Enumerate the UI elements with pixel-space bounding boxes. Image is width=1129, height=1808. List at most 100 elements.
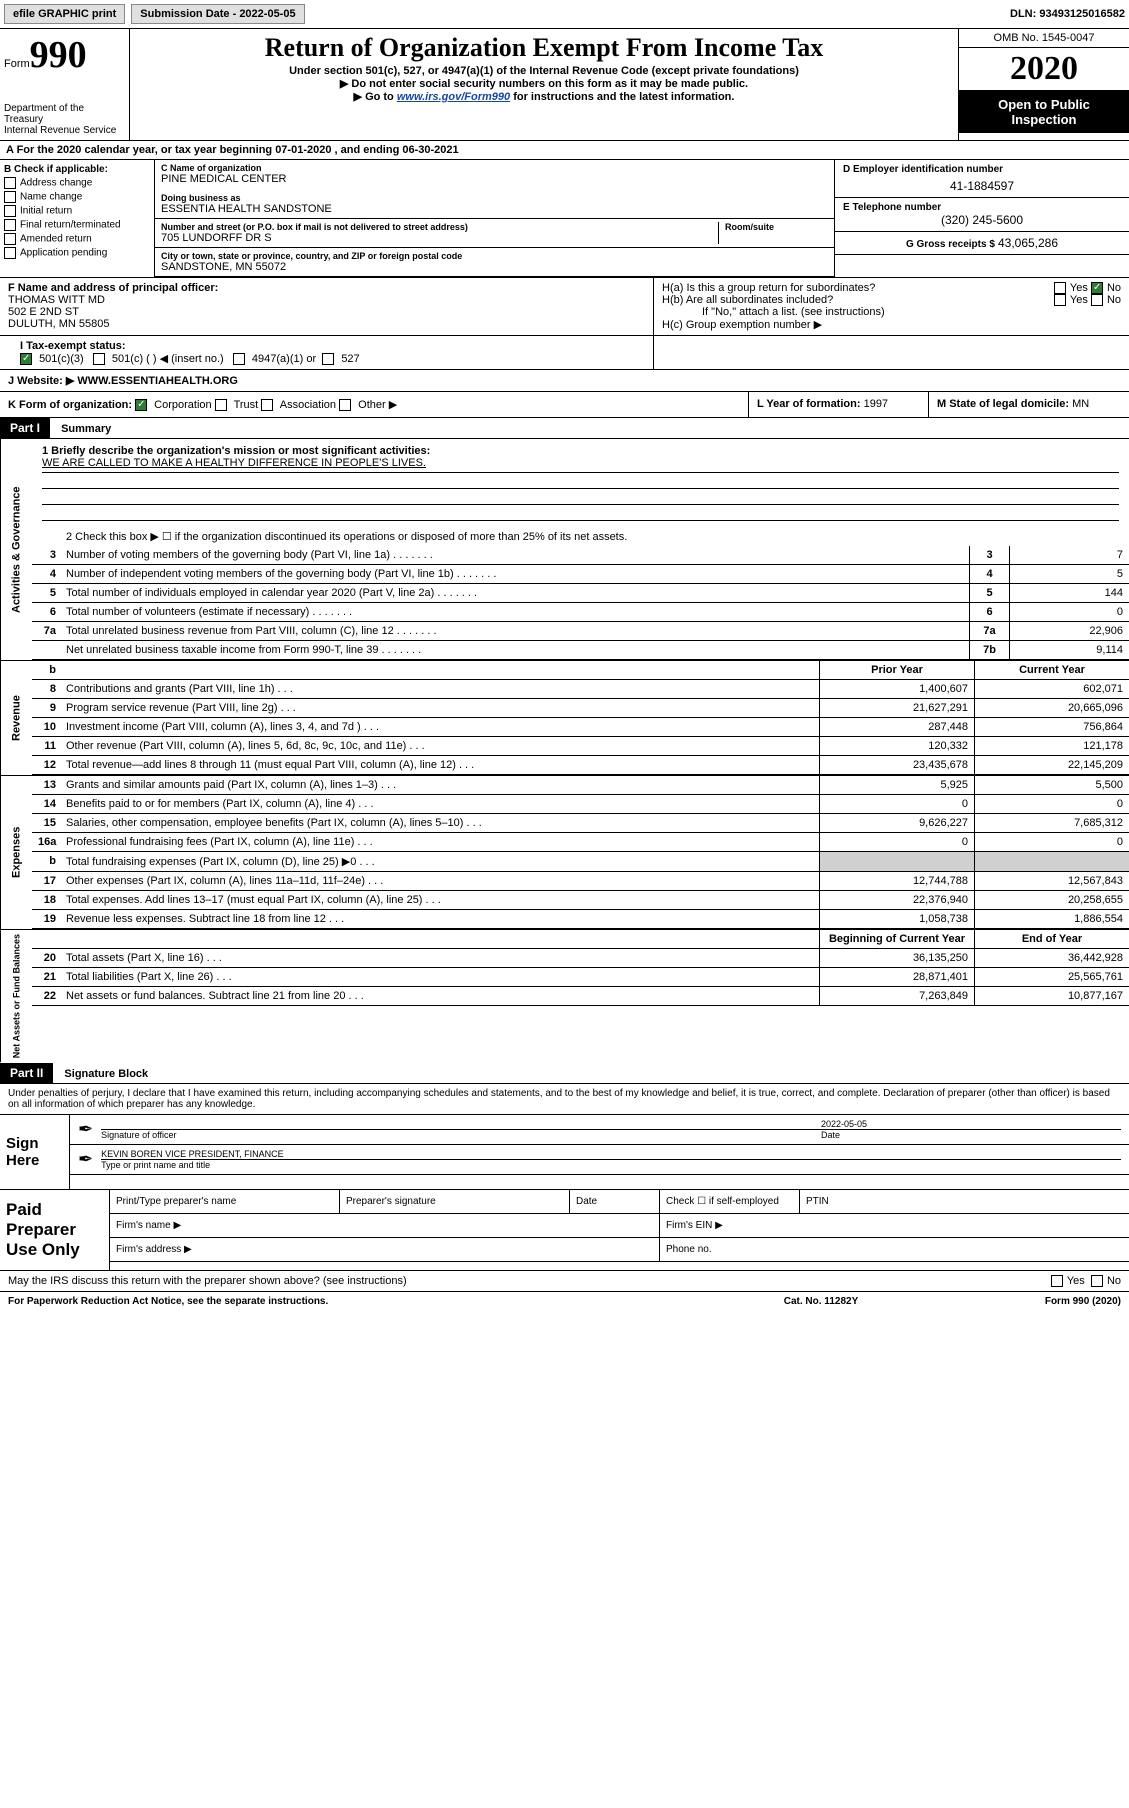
line-desc: Total number of individuals employed in … bbox=[62, 584, 969, 602]
cb-trust[interactable] bbox=[215, 399, 227, 411]
officer-name: THOMAS WITT MD bbox=[8, 294, 645, 306]
cb-label: Amended return bbox=[20, 234, 92, 245]
line-amount: 7 bbox=[1009, 546, 1129, 564]
state-domicile-label: M State of legal domicile: bbox=[937, 398, 1069, 410]
prior-year-amount: 28,871,401 bbox=[819, 968, 974, 986]
ein-value: 41-1884597 bbox=[843, 175, 1121, 193]
paperwork-notice: For Paperwork Reduction Act Notice, see … bbox=[8, 1296, 721, 1307]
current-year-amount: 602,071 bbox=[974, 680, 1129, 698]
opt-label: Association bbox=[280, 399, 336, 411]
vside-netassets: Net Assets or Fund Balances bbox=[0, 930, 32, 1062]
prior-year-amount: 9,626,227 bbox=[819, 814, 974, 832]
line-num: 19 bbox=[32, 910, 62, 928]
line-desc: Other expenses (Part IX, column (A), lin… bbox=[62, 872, 819, 890]
cb-ha-no[interactable] bbox=[1091, 282, 1103, 294]
opt-label: 4947(a)(1) or bbox=[252, 353, 316, 365]
line-num: 20 bbox=[32, 949, 62, 967]
cb-hb-yes[interactable] bbox=[1054, 294, 1066, 306]
h-b-label: H(b) Are all subordinates included? bbox=[662, 294, 833, 306]
tax-status-label: I Tax-exempt status: bbox=[20, 340, 126, 352]
col-current-header: Current Year bbox=[974, 661, 1129, 679]
efile-print-button[interactable]: efile GRAPHIC print bbox=[4, 4, 125, 24]
paid-preparer-label: Paid Preparer Use Only bbox=[0, 1190, 110, 1270]
prep-print-label: Print/Type preparer's name bbox=[110, 1190, 340, 1213]
current-year-amount: 25,565,761 bbox=[974, 968, 1129, 986]
prior-year-amount: 1,058,738 bbox=[819, 910, 974, 928]
yes-label: Yes bbox=[1067, 1275, 1085, 1287]
website-label: J Website: ▶ bbox=[8, 375, 74, 387]
prior-year-amount: 36,135,250 bbox=[819, 949, 974, 967]
vside-revenue: Revenue bbox=[0, 661, 32, 775]
tax-period: A For the 2020 calendar year, or tax yea… bbox=[0, 140, 1129, 159]
prior-year-amount: 0 bbox=[819, 795, 974, 813]
cb-association[interactable] bbox=[261, 399, 273, 411]
line-num: b bbox=[32, 852, 62, 871]
line-num: 10 bbox=[32, 718, 62, 736]
current-year-amount: 22,145,209 bbox=[974, 756, 1129, 774]
signature-arrow-icon: ✒ bbox=[78, 1119, 93, 1140]
current-year-amount: 0 bbox=[974, 833, 1129, 851]
cb-final-return[interactable] bbox=[4, 219, 16, 231]
cb-discuss-no[interactable] bbox=[1091, 1275, 1103, 1287]
officer-addr2: DULUTH, MN 55805 bbox=[8, 318, 645, 330]
omb-number: OMB No. 1545-0047 bbox=[959, 29, 1129, 48]
line-desc: Professional fundraising fees (Part IX, … bbox=[62, 833, 819, 851]
arrow-note-2-post: for instructions and the latest informat… bbox=[510, 91, 734, 103]
line-num: 6 bbox=[32, 603, 62, 621]
yes-label: Yes bbox=[1070, 294, 1088, 306]
line-num: 11 bbox=[32, 737, 62, 755]
cb-amended-return[interactable] bbox=[4, 233, 16, 245]
current-year-amount: 7,685,312 bbox=[974, 814, 1129, 832]
cb-label: Address change bbox=[20, 178, 92, 189]
line-desc: Contributions and grants (Part VIII, lin… bbox=[62, 680, 819, 698]
h-b-note: If "No," attach a list. (see instruction… bbox=[662, 306, 1121, 318]
line-num bbox=[32, 641, 62, 659]
cb-501c[interactable] bbox=[93, 353, 105, 365]
org-name: PINE MEDICAL CENTER bbox=[161, 173, 828, 185]
perjury-declaration: Under penalties of perjury, I declare th… bbox=[0, 1083, 1129, 1114]
cb-initial-return[interactable] bbox=[4, 205, 16, 217]
prior-year-amount: 287,448 bbox=[819, 718, 974, 736]
line-num: 16a bbox=[32, 833, 62, 851]
line-amount: 22,906 bbox=[1009, 622, 1129, 640]
cb-4947a1[interactable] bbox=[233, 353, 245, 365]
cb-corporation[interactable] bbox=[135, 399, 147, 411]
col-begin-header: Beginning of Current Year bbox=[819, 930, 974, 948]
line-num: 17 bbox=[32, 872, 62, 890]
phone-value: (320) 245-5600 bbox=[843, 213, 1121, 227]
tax-year: 2020 bbox=[959, 48, 1129, 91]
city-state-zip: SANDSTONE, MN 55072 bbox=[161, 261, 828, 273]
cb-other[interactable] bbox=[339, 399, 351, 411]
top-toolbar: efile GRAPHIC print Submission Date - 20… bbox=[0, 0, 1129, 29]
open-inspection-badge: Open to Public Inspection bbox=[959, 91, 1129, 133]
cb-address-change[interactable] bbox=[4, 177, 16, 189]
irs-link[interactable]: www.irs.gov/Form990 bbox=[397, 91, 510, 103]
line-box: 7b bbox=[969, 641, 1009, 659]
line-num: 4 bbox=[32, 565, 62, 583]
col-prior-header: Prior Year bbox=[819, 661, 974, 679]
cb-hb-no[interactable] bbox=[1091, 294, 1103, 306]
cb-ha-yes[interactable] bbox=[1054, 282, 1066, 294]
cb-527[interactable] bbox=[322, 353, 334, 365]
cb-label: Final return/terminated bbox=[20, 220, 121, 231]
vside-activities: Activities & Governance bbox=[0, 439, 32, 660]
firm-ein-label: Firm's EIN ▶ bbox=[660, 1214, 1129, 1237]
col-end-header: End of Year bbox=[974, 930, 1129, 948]
prior-year-amount: 0 bbox=[819, 833, 974, 851]
year-formation-label: L Year of formation: bbox=[757, 398, 861, 410]
cb-discuss-yes[interactable] bbox=[1051, 1275, 1063, 1287]
sig-date-value: 2022-05-05 bbox=[821, 1119, 1121, 1129]
cb-application-pending[interactable] bbox=[4, 247, 16, 259]
ein-label: D Employer identification number bbox=[843, 164, 1121, 175]
prior-year-amount: 1,400,607 bbox=[819, 680, 974, 698]
line-desc: Total assets (Part X, line 16) . . . bbox=[62, 949, 819, 967]
submission-date-button[interactable]: Submission Date - 2022-05-05 bbox=[131, 4, 304, 24]
line-num: 8 bbox=[32, 680, 62, 698]
part-1-title: Summary bbox=[53, 420, 119, 438]
type-name-label: Type or print name and title bbox=[101, 1159, 1121, 1170]
box-f: F Name and address of principal officer:… bbox=[0, 278, 654, 335]
cb-name-change[interactable] bbox=[4, 191, 16, 203]
line-amount: 9,114 bbox=[1009, 641, 1129, 659]
cb-501c3[interactable] bbox=[20, 353, 32, 365]
dln-text: DLN: 93493125016582 bbox=[1010, 8, 1125, 20]
